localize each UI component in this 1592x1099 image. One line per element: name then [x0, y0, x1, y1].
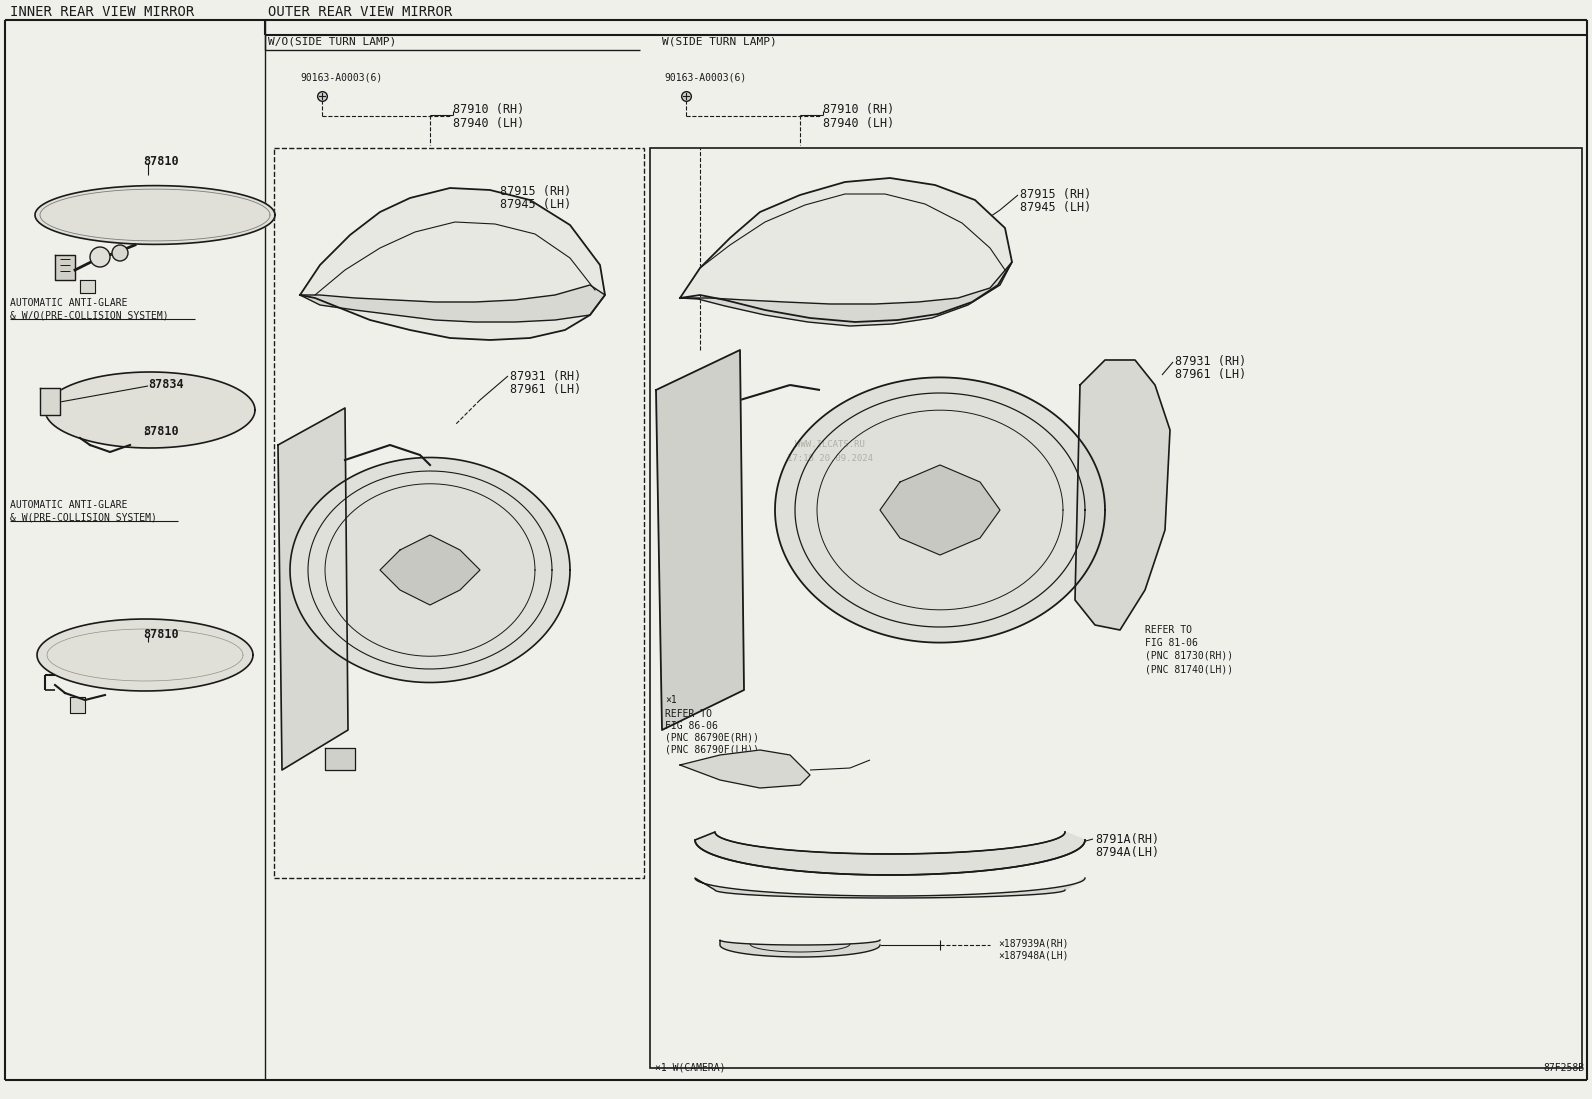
Text: REFER TO: REFER TO	[1145, 625, 1192, 635]
Polygon shape	[299, 285, 605, 322]
Bar	[939, 571, 960, 584]
Text: 87961 (LH): 87961 (LH)	[1175, 368, 1247, 381]
Text: OUTER REAR VIEW MIRROR: OUTER REAR VIEW MIRROR	[267, 5, 452, 19]
Text: ×187948A(LH): ×187948A(LH)	[998, 950, 1068, 961]
Text: 87940 (LH): 87940 (LH)	[823, 116, 895, 130]
Bar	[981, 564, 1000, 576]
Polygon shape	[680, 262, 1013, 326]
Polygon shape	[80, 280, 96, 293]
Text: 87F258B: 87F258B	[1544, 1063, 1586, 1073]
Text: WWW.ILCATS.RU: WWW.ILCATS.RU	[794, 440, 864, 449]
Polygon shape	[299, 188, 605, 340]
Bar	[455, 620, 473, 630]
Text: (PNC 81730(RH)): (PNC 81730(RH))	[1145, 651, 1234, 660]
Bar	[274, 148, 645, 878]
Polygon shape	[380, 535, 481, 606]
Polygon shape	[656, 349, 743, 730]
Text: 87910 (RH): 87910 (RH)	[823, 103, 895, 116]
Polygon shape	[696, 878, 1086, 898]
Text: 8794A(LH): 8794A(LH)	[1095, 846, 1159, 859]
Text: 87834: 87834	[148, 378, 183, 391]
Bar	[650, 148, 1582, 1068]
Bar	[385, 615, 404, 628]
Text: & W/O(PRE-COLLISION SYSTEM): & W/O(PRE-COLLISION SYSTEM)	[10, 311, 169, 321]
Polygon shape	[680, 178, 1013, 322]
Text: 17:18 20.09.2024: 17:18 20.09.2024	[786, 454, 872, 463]
Text: 90163-A0003(6): 90163-A0003(6)	[299, 73, 382, 82]
Text: 87810: 87810	[143, 155, 178, 168]
Polygon shape	[45, 371, 255, 448]
Polygon shape	[775, 377, 1105, 643]
Bar	[904, 569, 925, 581]
Text: ×187939A(RH): ×187939A(RH)	[998, 939, 1068, 948]
Polygon shape	[35, 186, 275, 244]
Bar	[876, 554, 895, 566]
Circle shape	[91, 247, 110, 267]
Circle shape	[111, 245, 127, 260]
Text: (PNC 86790F(LH)): (PNC 86790F(LH))	[665, 745, 759, 755]
Text: AUTOMATIC ANTI-GLARE: AUTOMATIC ANTI-GLARE	[10, 500, 127, 510]
Bar	[1009, 546, 1030, 558]
Text: ×1 W(CAMERA): ×1 W(CAMERA)	[654, 1063, 726, 1073]
Polygon shape	[279, 408, 349, 770]
Polygon shape	[880, 465, 1000, 555]
Polygon shape	[720, 940, 880, 957]
Polygon shape	[40, 388, 60, 415]
Text: 87940 (LH): 87940 (LH)	[454, 116, 524, 130]
Text: W(SIDE TURN LAMP): W(SIDE TURN LAMP)	[662, 37, 777, 47]
Polygon shape	[56, 255, 75, 280]
Text: FIG 81-06: FIG 81-06	[1145, 639, 1197, 648]
Text: 87931 (RH): 87931 (RH)	[509, 370, 581, 382]
Text: 87910 (RH): 87910 (RH)	[454, 103, 524, 116]
Text: 87931 (RH): 87931 (RH)	[1175, 355, 1247, 368]
Text: 87810: 87810	[143, 628, 178, 641]
Text: 90163-A0003(6): 90163-A0003(6)	[664, 73, 747, 82]
Text: W/O(SIDE TURN LAMP): W/O(SIDE TURN LAMP)	[267, 37, 396, 47]
Polygon shape	[696, 832, 1086, 875]
Polygon shape	[1075, 360, 1170, 630]
Text: ×1: ×1	[665, 695, 677, 704]
Polygon shape	[680, 750, 810, 788]
Polygon shape	[325, 748, 355, 770]
Text: INNER REAR VIEW MIRROR: INNER REAR VIEW MIRROR	[10, 5, 194, 19]
Text: 87915 (RH): 87915 (RH)	[500, 185, 572, 198]
Text: & W(PRE-COLLISION SYSTEM): & W(PRE-COLLISION SYSTEM)	[10, 513, 158, 523]
Text: REFER TO: REFER TO	[665, 709, 712, 719]
Text: 87945 (LH): 87945 (LH)	[1020, 201, 1091, 214]
Text: 8791A(RH): 8791A(RH)	[1095, 833, 1159, 846]
Text: 87915 (RH): 87915 (RH)	[1020, 188, 1091, 201]
Text: 87810: 87810	[143, 425, 178, 439]
Text: (PNC 86790E(RH)): (PNC 86790E(RH))	[665, 733, 759, 743]
Polygon shape	[70, 697, 84, 713]
Polygon shape	[290, 457, 570, 682]
Text: FIG 86-06: FIG 86-06	[665, 721, 718, 731]
Text: 87961 (LH): 87961 (LH)	[509, 382, 581, 396]
Text: 87945 (LH): 87945 (LH)	[500, 198, 572, 211]
Text: (PNC 81740(LH)): (PNC 81740(LH))	[1145, 664, 1234, 674]
Text: AUTOMATIC ANTI-GLARE: AUTOMATIC ANTI-GLARE	[10, 298, 127, 308]
Polygon shape	[37, 619, 253, 691]
